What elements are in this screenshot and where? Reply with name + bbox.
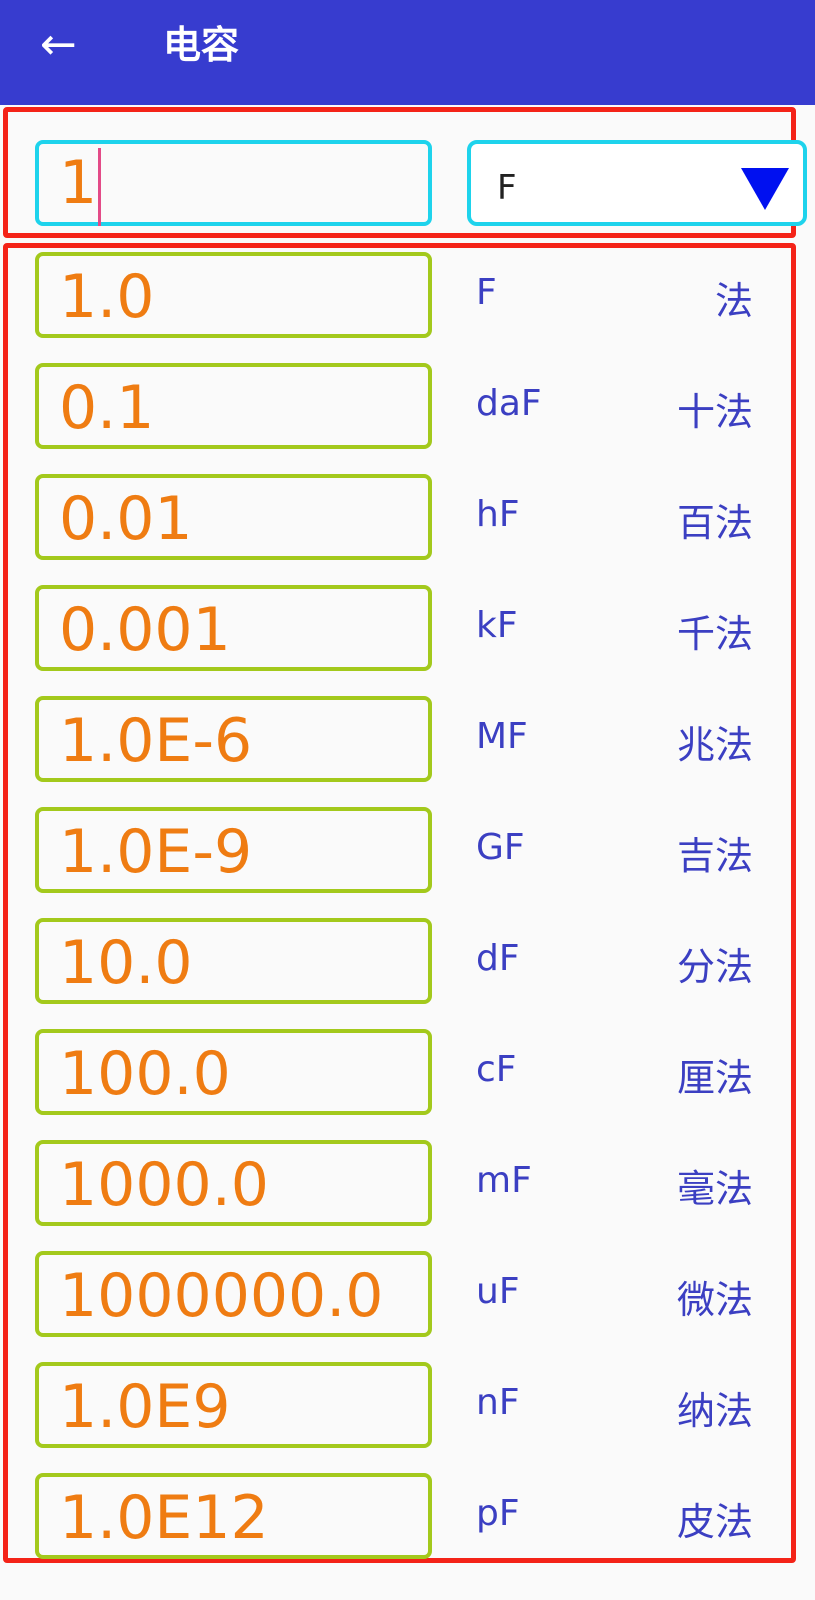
- result-value-field[interactable]: 1.0E12: [35, 1473, 432, 1559]
- result-value-field[interactable]: 10.0: [35, 918, 432, 1004]
- unit-select[interactable]: F: [467, 140, 807, 226]
- result-row: 1000000.0 uF 微法: [0, 1251, 815, 1341]
- result-row: 0.001 kF 千法: [0, 585, 815, 675]
- unit-symbol: cF: [476, 1049, 517, 1090]
- result-value: 10.0: [59, 928, 193, 998]
- unit-name: 微法: [676, 1278, 753, 1322]
- dropdown-triangle-icon: [741, 168, 789, 210]
- result-value: 1.0: [59, 262, 155, 332]
- result-row: 100.0 cF 厘法: [0, 1029, 815, 1119]
- result-value-field[interactable]: 1.0E-6: [35, 696, 432, 782]
- result-value-field[interactable]: 1.0E-9: [35, 807, 432, 893]
- result-row: 1000.0 mF 毫法: [0, 1140, 815, 1230]
- unit-symbol: mF: [476, 1160, 532, 1201]
- unit-name: 厘法: [676, 1056, 753, 1100]
- result-row: 1.0E12 pF 皮法: [0, 1473, 815, 1563]
- result-value-field[interactable]: 100.0: [35, 1029, 432, 1115]
- result-row: 0.1 daF 十法: [0, 363, 815, 453]
- unit-symbol: GF: [476, 827, 525, 868]
- unit-symbol: nF: [476, 1382, 520, 1423]
- result-value-field[interactable]: 1000.0: [35, 1140, 432, 1226]
- result-value: 1.0E12: [59, 1483, 269, 1553]
- unit-name: 兆法: [676, 723, 753, 767]
- unit-symbol: MF: [476, 716, 528, 757]
- result-value-field[interactable]: 0.001: [35, 585, 432, 671]
- result-value: 1.0E-6: [59, 706, 253, 776]
- text-caret: [98, 148, 101, 226]
- result-value: 0.1: [59, 373, 155, 443]
- unit-symbol: pF: [476, 1493, 520, 1534]
- result-value: 1.0E9: [59, 1372, 231, 1442]
- unit-name: 毫法: [676, 1167, 753, 1211]
- unit-name: 皮法: [676, 1500, 753, 1544]
- back-arrow-icon[interactable]: ←: [40, 19, 77, 70]
- result-value-field[interactable]: 0.1: [35, 363, 432, 449]
- result-value: 1.0E-9: [59, 817, 253, 887]
- unit-symbol: uF: [476, 1271, 520, 1312]
- unit-name: 千法: [676, 612, 753, 656]
- unit-symbol: hF: [476, 494, 520, 535]
- selected-unit: F: [497, 168, 517, 208]
- value-input[interactable]: 1: [35, 140, 432, 226]
- result-row: 1.0E-9 GF 吉法: [0, 807, 815, 897]
- unit-name: 十法: [676, 390, 753, 434]
- unit-name: 分法: [676, 945, 753, 989]
- unit-name: 纳法: [676, 1389, 753, 1433]
- unit-name: 法: [714, 279, 753, 323]
- result-value-field[interactable]: 1000000.0: [35, 1251, 432, 1337]
- result-row: 1.0E-6 MF 兆法: [0, 696, 815, 786]
- unit-symbol: kF: [476, 605, 518, 646]
- unit-name: 百法: [676, 501, 753, 545]
- result-value: 1000000.0: [59, 1261, 384, 1331]
- result-row: 10.0 dF 分法: [0, 918, 815, 1008]
- app-bar: ← 电容: [0, 0, 815, 105]
- result-row: 0.01 hF 百法: [0, 474, 815, 564]
- result-row: 1.0E9 nF 纳法: [0, 1362, 815, 1452]
- input-value: 1: [59, 148, 98, 218]
- unit-name: 吉法: [676, 834, 753, 878]
- unit-symbol: dF: [476, 938, 520, 979]
- result-row: 1.0 F 法: [0, 252, 815, 342]
- result-value-field[interactable]: 0.01: [35, 474, 432, 560]
- result-value: 0.001: [59, 595, 231, 665]
- unit-symbol: F: [476, 272, 497, 313]
- result-value: 1000.0: [59, 1150, 269, 1220]
- page-title: 电容: [163, 23, 240, 67]
- result-value-field[interactable]: 1.0: [35, 252, 432, 338]
- highlight-results-area: [3, 243, 796, 1563]
- result-value: 0.01: [59, 484, 193, 554]
- result-value-field[interactable]: 1.0E9: [35, 1362, 432, 1448]
- result-value: 100.0: [59, 1039, 231, 1109]
- unit-symbol: daF: [476, 383, 542, 424]
